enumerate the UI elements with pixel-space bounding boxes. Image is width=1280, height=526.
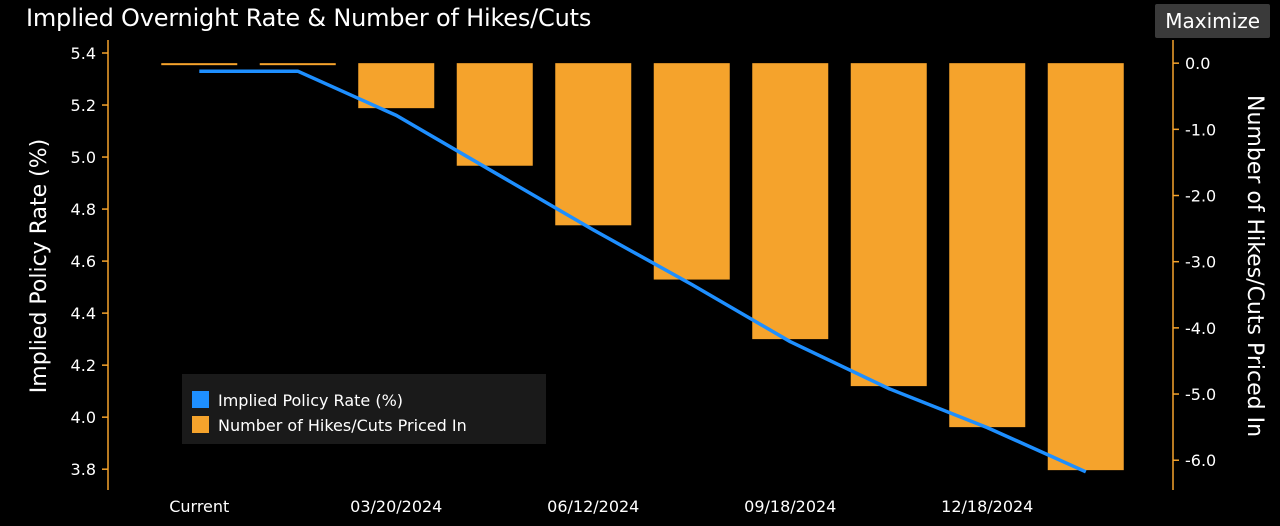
y-tick-label-right: -1.0 (1185, 120, 1216, 139)
y-tick-label-left: 5.0 (71, 148, 96, 167)
y-axis-label-right: Number of Hikes/Cuts Priced In (1242, 95, 1267, 437)
y-tick-label-left: 5.4 (71, 44, 96, 63)
x-tick-label: Current (169, 497, 229, 516)
bar (949, 63, 1026, 428)
bar (653, 63, 730, 280)
line-layer (199, 69, 1087, 474)
y-tick-label-left: 3.8 (71, 460, 96, 479)
bar (555, 63, 632, 226)
legend-label-rate: Implied Policy Rate (%) (218, 391, 403, 410)
axes-layer: 5.4 5.2 5.0 4.8 4.6 4.4 4.2 4.0 3.8 0.0 -1.0 -2.0 -3… (71, 40, 1216, 516)
chart-title: Implied Overnight Rate & Number of Hikes… (26, 4, 592, 32)
legend-swatch-hikes (192, 416, 209, 433)
bar (259, 63, 336, 66)
maximize-button[interactable]: Maximize (1155, 4, 1270, 38)
bars-layer (161, 63, 1124, 471)
y-tick-label-right: -6.0 (1185, 451, 1216, 470)
legend-swatch-rate (192, 391, 209, 408)
x-tick-label: 06/12/2024 (547, 497, 639, 516)
y-axis-label-left: Implied Policy Rate (%) (27, 139, 52, 393)
y-tick-label-right: -2.0 (1185, 187, 1216, 206)
legend-label-hikes: Number of Hikes/Cuts Priced In (218, 416, 467, 435)
x-tick-label: 03/20/2024 (350, 497, 442, 516)
bar (161, 63, 238, 66)
x-tick-label: 12/18/2024 (941, 497, 1033, 516)
y-tick-label-left: 4.0 (71, 408, 96, 427)
x-tick-label: 09/18/2024 (744, 497, 836, 516)
bar (1047, 63, 1124, 471)
y-tick-label-left: 5.2 (71, 96, 96, 115)
series-line-implied-rate (199, 69, 1087, 474)
bar (850, 63, 927, 387)
legend-background (182, 374, 546, 444)
y-tick-label-left: 4.8 (71, 200, 96, 219)
y-tick-label-right: -5.0 (1185, 385, 1216, 404)
y-tick-label-right: 0.0 (1185, 54, 1210, 73)
y-tick-label-left: 4.2 (71, 356, 96, 375)
bar (752, 63, 829, 340)
y-tick-label-left: 4.4 (71, 304, 96, 323)
y-tick-label-right: -3.0 (1185, 253, 1216, 272)
y-tick-label-right: -4.0 (1185, 319, 1216, 338)
legend: Implied Policy Rate (%) Number of Hikes/… (182, 374, 546, 444)
bar (358, 63, 435, 109)
y-tick-label-left: 4.6 (71, 252, 96, 271)
bar (456, 63, 533, 166)
